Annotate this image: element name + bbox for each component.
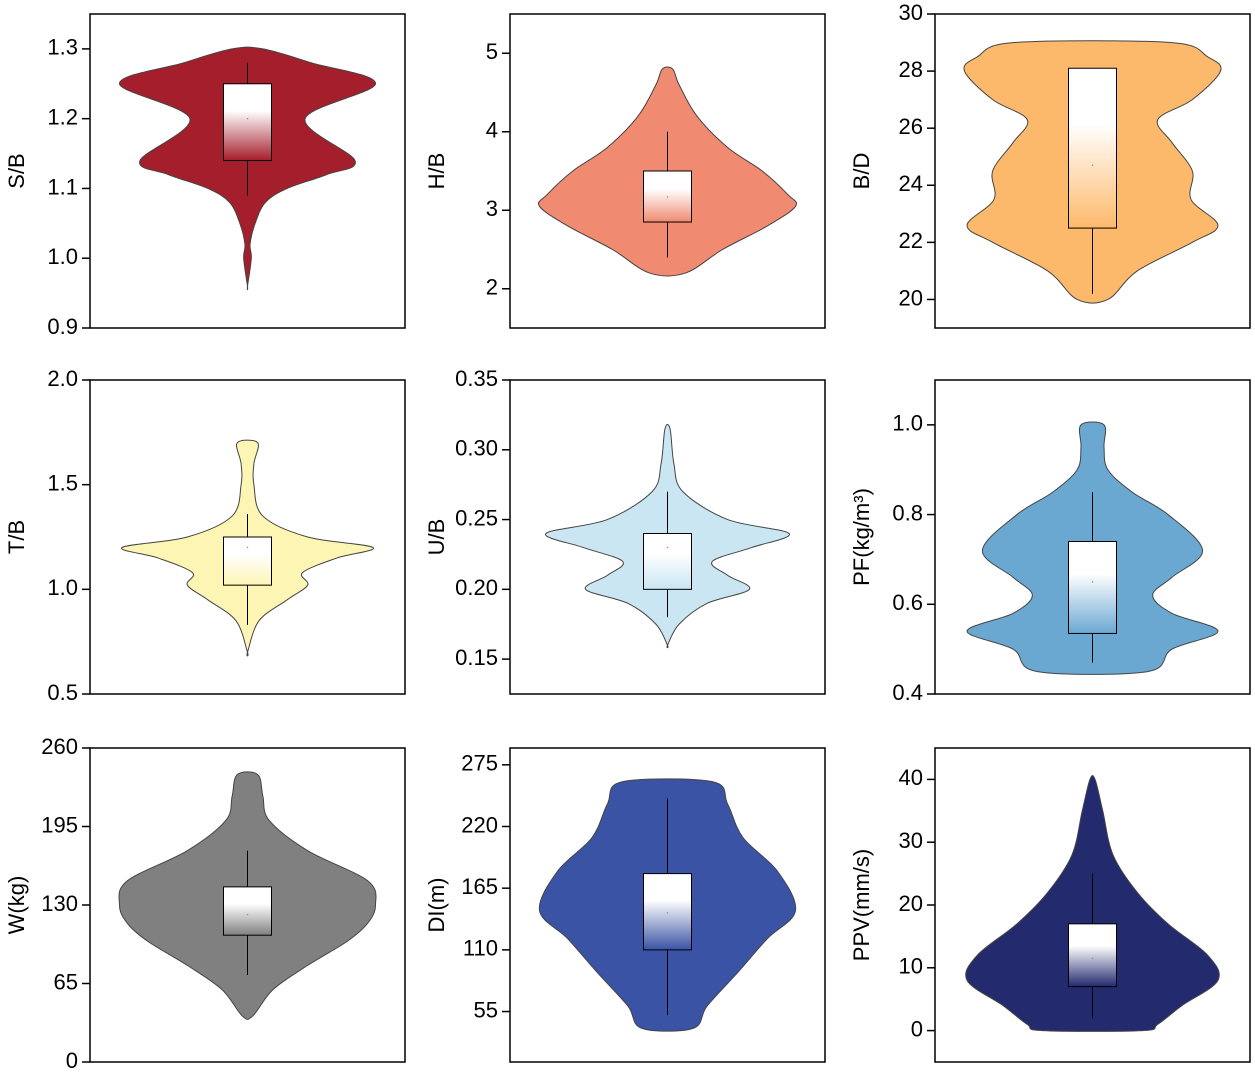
y-tick-label: 55 bbox=[474, 997, 498, 1022]
y-tick-label: 0.6 bbox=[892, 590, 923, 615]
y-axis-label: W(kg) bbox=[4, 876, 29, 935]
y-tick-label: 0.30 bbox=[455, 436, 498, 461]
box bbox=[223, 886, 272, 936]
y-tick-label: 0.35 bbox=[455, 366, 498, 391]
y-axis-label: B/D bbox=[849, 153, 874, 190]
plot-frame bbox=[509, 13, 826, 329]
y-tick-label: 195 bbox=[41, 812, 78, 837]
y-tick-label: 0.5 bbox=[47, 680, 78, 705]
y-tick-label: 1.1 bbox=[47, 174, 78, 199]
y-axis-label: S/B bbox=[4, 153, 29, 188]
box bbox=[643, 533, 692, 590]
y-tick-label: 0.15 bbox=[455, 645, 498, 670]
mean-dot bbox=[246, 546, 249, 549]
plot-frame bbox=[509, 747, 826, 1063]
y-tick-label: 275 bbox=[461, 751, 498, 776]
y-tick-label: 220 bbox=[461, 812, 498, 837]
plot-frame bbox=[89, 13, 406, 329]
y-tick-label: 3 bbox=[486, 196, 498, 221]
y-tick-label: 1.5 bbox=[47, 470, 78, 495]
y-tick-label: 5 bbox=[486, 39, 498, 64]
y-tick-label: 40 bbox=[899, 765, 923, 790]
y-tick-label: 20 bbox=[899, 285, 923, 310]
y-tick-label: 0.4 bbox=[892, 680, 923, 705]
y-tick-label: 28 bbox=[899, 57, 923, 82]
mean-dot bbox=[1091, 581, 1094, 583]
y-tick-label: 260 bbox=[41, 734, 78, 759]
y-tick-label: 2 bbox=[486, 275, 498, 300]
y-tick-label: 65 bbox=[54, 969, 78, 994]
y-tick-label: 0 bbox=[911, 1016, 923, 1041]
y-tick-label: 0.20 bbox=[455, 575, 498, 600]
plot-frame bbox=[934, 13, 1251, 329]
mean-dot bbox=[666, 912, 669, 914]
mean-dot bbox=[1091, 957, 1094, 960]
box bbox=[643, 873, 692, 951]
box bbox=[1068, 67, 1117, 229]
box bbox=[223, 536, 272, 586]
y-tick-label: 2.0 bbox=[47, 366, 78, 391]
y-tick-label: 165 bbox=[461, 874, 498, 899]
y-axis-label: DI(m) bbox=[424, 878, 449, 933]
mean-dot bbox=[246, 913, 249, 916]
plot-frame bbox=[89, 379, 406, 695]
plot-frame bbox=[934, 379, 1251, 695]
box bbox=[1068, 540, 1117, 634]
y-tick-label: 10 bbox=[899, 954, 923, 979]
y-tick-label: 22 bbox=[899, 228, 923, 253]
y-axis-label: PPV(mm/s) bbox=[849, 849, 874, 961]
y-tick-label: 130 bbox=[41, 891, 78, 916]
mean-dot bbox=[666, 546, 669, 549]
mean-dot bbox=[1091, 164, 1094, 167]
y-tick-label: 4 bbox=[486, 118, 498, 143]
y-tick-label: 110 bbox=[463, 936, 498, 961]
y-tick-label: 0 bbox=[66, 1048, 78, 1073]
y-tick-label: 30 bbox=[899, 0, 923, 25]
y-tick-label: 24 bbox=[899, 171, 923, 196]
mean-dot bbox=[246, 117, 249, 120]
y-axis-label: PF(kg/m³) bbox=[849, 488, 874, 586]
y-tick-label: 20 bbox=[899, 891, 923, 916]
y-tick-label: 0.9 bbox=[47, 314, 78, 339]
y-tick-label: 1.3 bbox=[47, 35, 78, 60]
box bbox=[1068, 923, 1117, 988]
y-axis-label: H/B bbox=[424, 153, 449, 190]
y-tick-label: 1.0 bbox=[892, 411, 923, 436]
y-tick-label: 30 bbox=[899, 828, 923, 853]
plot-frame bbox=[509, 379, 826, 695]
y-axis-label: U/B bbox=[424, 519, 449, 556]
y-axis-label: T/B bbox=[4, 520, 29, 554]
y-tick-label: 1.0 bbox=[47, 575, 78, 600]
mean-dot bbox=[666, 196, 669, 198]
y-tick-label: 1.0 bbox=[47, 244, 78, 269]
box bbox=[223, 83, 272, 162]
y-tick-label: 0.8 bbox=[892, 500, 923, 525]
y-tick-label: 26 bbox=[899, 114, 923, 139]
y-tick-label: 0.25 bbox=[455, 505, 498, 530]
y-tick-label: 1.2 bbox=[47, 104, 78, 129]
